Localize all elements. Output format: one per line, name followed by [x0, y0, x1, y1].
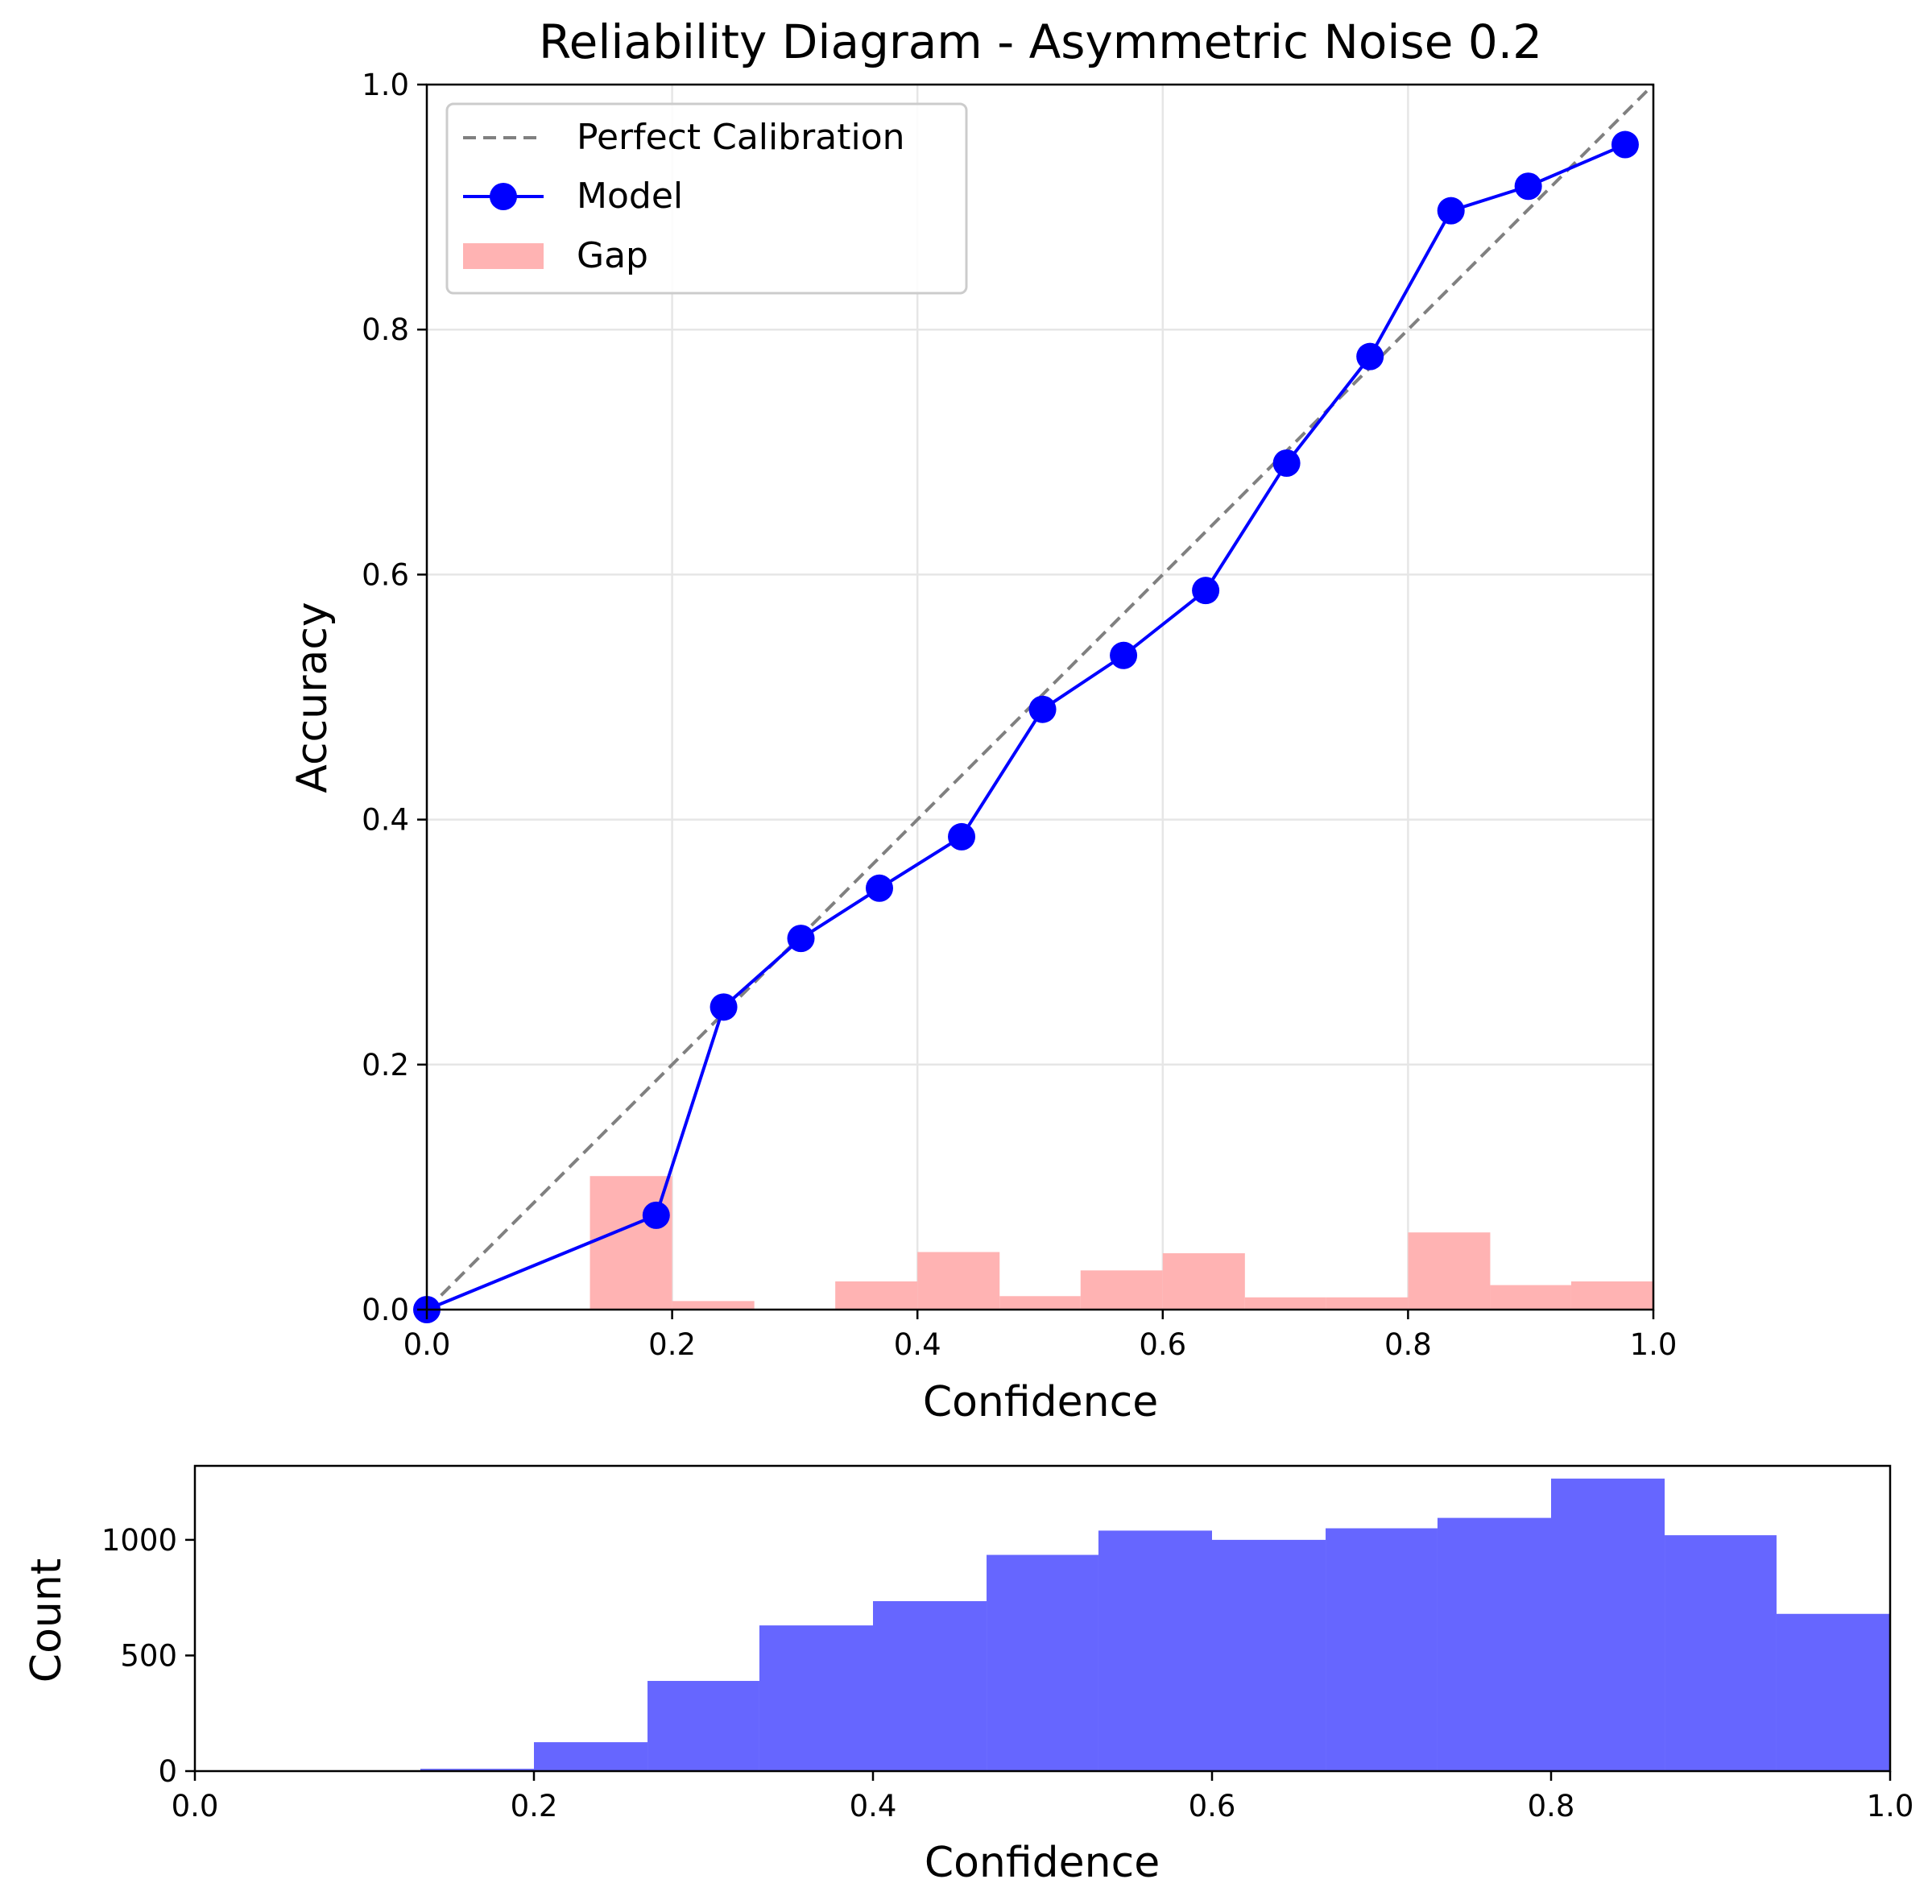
gap-bar	[999, 1296, 1081, 1310]
count-bar	[1212, 1539, 1326, 1771]
gap-bar	[672, 1301, 755, 1310]
count-bar	[1776, 1613, 1890, 1771]
legend-box	[445, 102, 968, 295]
histogram-y-label: Count	[23, 1558, 71, 1683]
x-tick-label: 0.8	[1384, 1327, 1432, 1362]
model-point	[1356, 342, 1384, 370]
histogram-y-ticks: 0 500 1000	[101, 1523, 195, 1789]
count-bar	[420, 1769, 534, 1771]
x-tick-label: 0.6	[1189, 1789, 1236, 1823]
count-bar	[873, 1600, 987, 1771]
y-tick-label: 0.4	[362, 803, 409, 838]
x-tick-label: 0.4	[850, 1789, 897, 1823]
model-point	[948, 822, 976, 851]
gap-bars	[590, 1176, 1653, 1310]
model-point	[1272, 449, 1301, 477]
reliability-axes-frame	[425, 83, 1655, 1311]
reliability-y-label: Accuracy	[288, 602, 337, 793]
histogram-axes-frame	[193, 1464, 1892, 1773]
gap-bar	[590, 1176, 672, 1310]
gap-bar	[835, 1281, 918, 1310]
x-tick-label: 0.8	[1528, 1789, 1575, 1823]
gap-bar	[1570, 1281, 1653, 1310]
y-tick-label: 0.0	[362, 1293, 409, 1327]
model-point	[1110, 641, 1138, 669]
reliability-title: Reliability Diagram - Asymmetric Noise 0…	[539, 14, 1542, 69]
x-tick-label: 1.0	[1867, 1789, 1914, 1823]
histogram-x-ticks: 0.0 0.2 0.4 0.6 0.8 1.0	[172, 1771, 1914, 1823]
model-point	[787, 925, 815, 953]
gap-bar	[1244, 1297, 1326, 1310]
model-point	[1514, 172, 1542, 201]
count-bars	[420, 1478, 1890, 1771]
x-tick-label: 0.4	[894, 1327, 941, 1362]
count-bar	[647, 1681, 759, 1771]
legend-model-swatch-marker	[490, 183, 517, 210]
reliability-x-ticks: 0.0 0.2 0.4 0.6 0.8 1.0	[403, 1310, 1678, 1362]
count-bar	[534, 1742, 648, 1771]
reliability-x-label: Confidence	[923, 1378, 1158, 1426]
count-bar	[1326, 1528, 1438, 1771]
y-tick-label: 1000	[101, 1523, 177, 1558]
legend-gap-swatch	[463, 243, 544, 269]
y-tick-label: 0.8	[362, 313, 409, 347]
reliability-y-ticks: 0.0 0.2 0.4 0.6 0.8 1.0	[362, 68, 427, 1327]
model-point	[710, 993, 738, 1021]
y-tick-label: 0.6	[362, 557, 409, 592]
model-point	[1437, 197, 1465, 225]
y-tick-label: 1.0	[362, 68, 409, 102]
gap-bar	[1080, 1270, 1163, 1310]
gap-bar	[1162, 1253, 1245, 1310]
legend: Perfect Calibration Model Gap	[445, 102, 968, 295]
model-point	[1611, 130, 1639, 159]
count-bar	[759, 1625, 873, 1771]
model-point	[865, 874, 893, 902]
reliability-plot: Reliability Diagram - Asymmetric Noise 0…	[288, 14, 1677, 1426]
x-tick-label: 0.2	[648, 1327, 696, 1362]
legend-model-label: Model	[577, 176, 683, 217]
x-tick-label: 0.0	[403, 1327, 451, 1362]
model-point	[1028, 695, 1057, 723]
x-tick-label: 0.0	[172, 1789, 219, 1823]
model-point	[642, 1201, 670, 1229]
model-point	[1192, 577, 1220, 605]
count-histogram: 0.0 0.2 0.4 0.6 0.8 1.0 0 500 1000 Confidence C…	[23, 1464, 1914, 1887]
gap-bar	[1408, 1232, 1491, 1310]
x-tick-label: 1.0	[1630, 1327, 1678, 1362]
legend-gap-label: Gap	[577, 235, 648, 276]
gap-bar	[1326, 1297, 1409, 1310]
gap-bar	[1490, 1285, 1571, 1310]
y-tick-label: 0.2	[362, 1048, 409, 1082]
count-bar	[1437, 1517, 1551, 1771]
count-bar	[1551, 1478, 1665, 1771]
y-tick-label: 500	[120, 1638, 177, 1673]
count-bar	[1665, 1535, 1777, 1771]
x-tick-label: 0.2	[511, 1789, 558, 1823]
x-tick-label: 0.6	[1139, 1327, 1186, 1362]
count-bar	[987, 1554, 1098, 1771]
legend-perfect-calibration-label: Perfect Calibration	[577, 117, 905, 158]
y-tick-label: 0	[158, 1754, 177, 1789]
histogram-x-label: Confidence	[925, 1839, 1160, 1887]
model-points	[413, 130, 1639, 1323]
count-bar	[1098, 1530, 1212, 1771]
gap-bar	[917, 1252, 1000, 1310]
model-line	[426, 143, 1626, 1311]
